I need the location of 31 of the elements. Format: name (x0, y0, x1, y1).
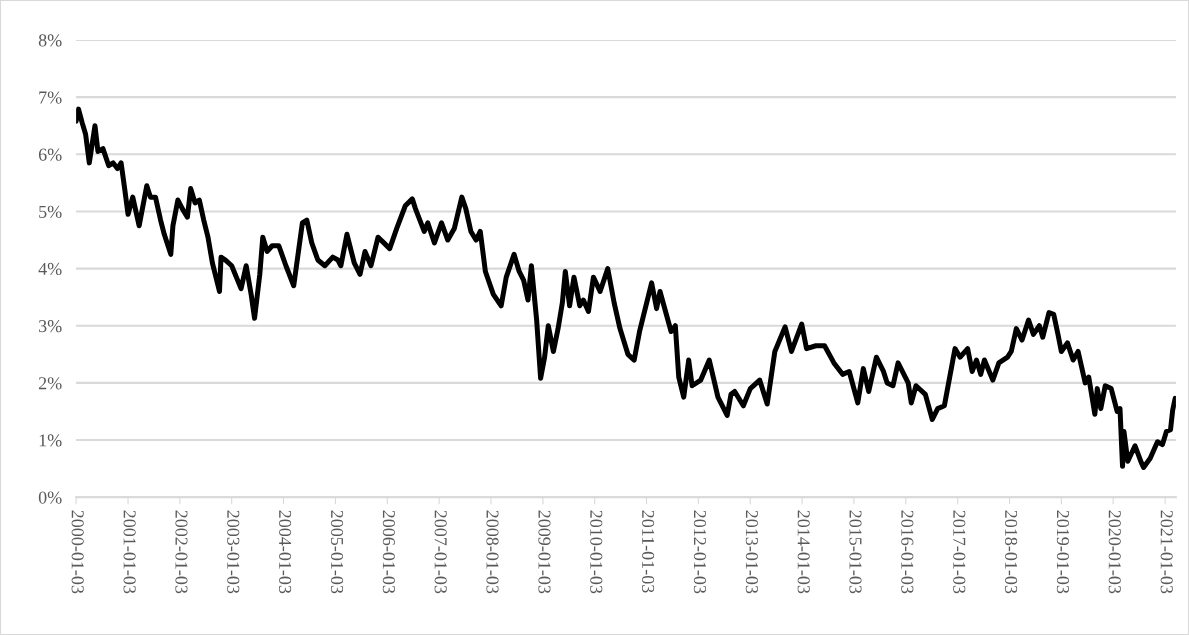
x-tick-label: 2007-01-03 (434, 510, 447, 594)
x-tick-label: 2016-01-03 (901, 510, 914, 594)
x-tick-label: 2011-01-03 (642, 510, 655, 593)
y-tick-label: 1% (39, 434, 62, 447)
x-tick-label: 2014-01-03 (797, 510, 810, 594)
x-tick-label: 2006-01-03 (382, 510, 395, 594)
x-tick-label: 2010-01-03 (590, 510, 603, 594)
x-tick-label: 2019-01-03 (1056, 510, 1070, 594)
x-tick-label: 2013-01-03 (745, 510, 758, 594)
x-tick-label: 2009-01-03 (538, 510, 551, 594)
x-tick-label: 2003-01-03 (227, 510, 240, 594)
x-tick-label: 2004-01-03 (278, 510, 292, 594)
y-tick-label: 0% (38, 491, 62, 504)
y-tick-label: 5% (39, 205, 62, 218)
x-tick-label: 2018-01-03 (1005, 510, 1018, 594)
y-tick-label: 8% (38, 34, 62, 47)
x-tick-label: 2001-01-03 (123, 510, 136, 594)
x-tick-label: 2000-01-03 (71, 510, 84, 594)
x-tick-label: 2015-01-03 (849, 510, 862, 594)
y-tick-label: 2% (38, 377, 62, 390)
y-tick-label: 4% (38, 262, 62, 276)
x-tick-label: 2008-01-03 (486, 510, 499, 594)
y-tick-label: 3% (39, 320, 62, 333)
x-tick-label: 2017-01-03 (953, 510, 966, 594)
x-tick-label: 2021-01-03 (1160, 510, 1173, 594)
x-tick-label: 2002-01-03 (175, 510, 188, 594)
y-tick-label: 7% (39, 91, 62, 104)
x-tick-label: 2012-01-03 (693, 510, 707, 594)
x-tick-label: 2005-01-03 (330, 510, 344, 594)
x-tick-label: 2020-01-03 (1108, 510, 1121, 594)
y-tick-label: 6% (38, 148, 62, 161)
